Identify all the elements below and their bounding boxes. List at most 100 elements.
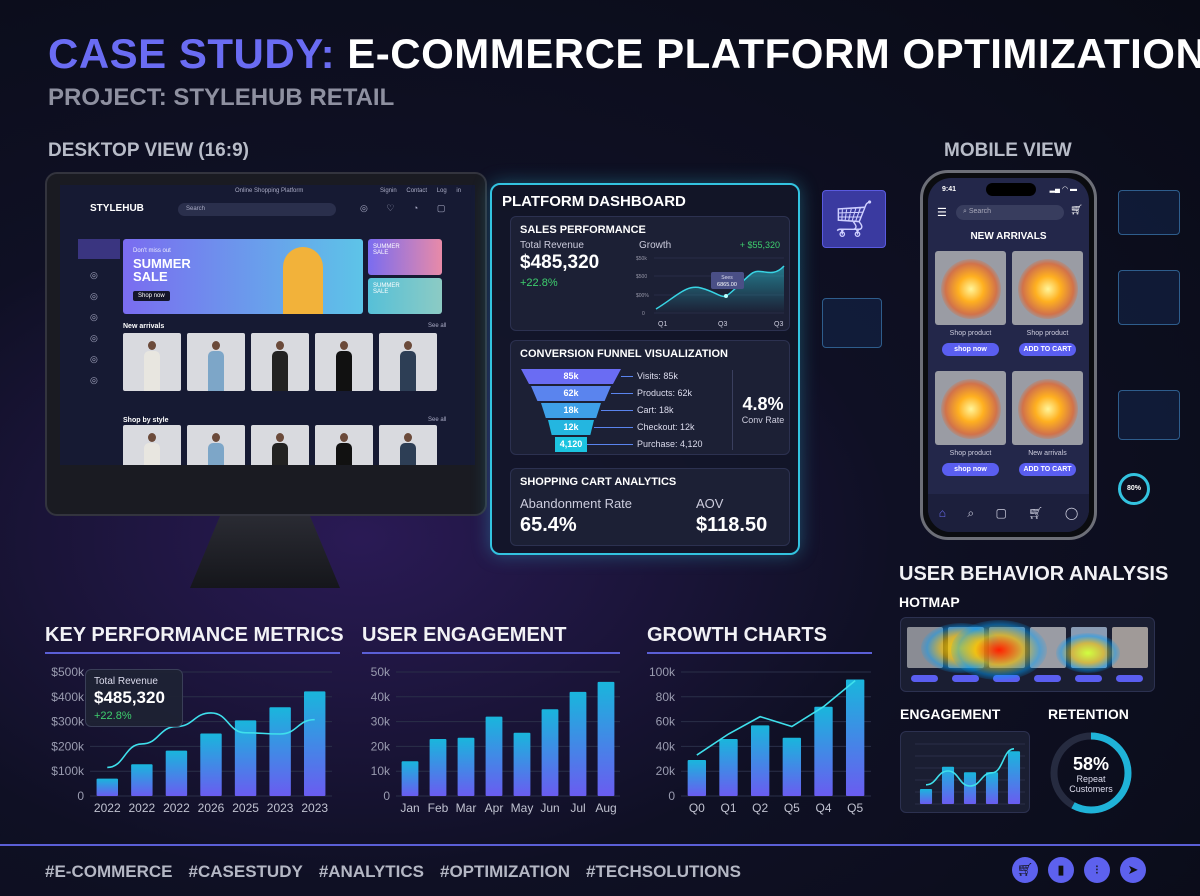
side-promo-2[interactable]: SUMMER SALE	[368, 278, 442, 314]
growth-label: Growth	[639, 240, 672, 251]
mobile-product-image[interactable]	[935, 371, 1006, 445]
menu-icon[interactable]: ☰	[937, 207, 947, 219]
hashtag[interactable]: #OPTIMIZATION	[440, 862, 571, 881]
gauge-widget: 80%	[1118, 473, 1150, 505]
funnel-stage: 62k	[531, 386, 611, 401]
hashtag[interactable]: #TECHSOLUTIONS	[586, 862, 741, 881]
dashboard-title: PLATFORM DASHBOARD	[502, 193, 686, 210]
x-tick-label: Q1	[720, 801, 736, 815]
search-tab-icon[interactable]: ⌕	[967, 505, 975, 520]
y-tick-label: 100k	[649, 665, 676, 679]
add-to-cart-button[interactable]: ADD TO CART	[1019, 343, 1076, 356]
desktop-search-input[interactable]: Search	[178, 203, 336, 216]
heatmap-spot	[1018, 259, 1078, 319]
hashtag[interactable]: #ANALYTICS	[318, 862, 424, 881]
product-card[interactable]	[251, 333, 309, 391]
hotmap-button[interactable]	[952, 675, 979, 682]
home-tab-icon[interactable]: ⌂	[938, 506, 946, 520]
retention-value: 58%	[1073, 754, 1109, 774]
hero-model-image	[283, 247, 323, 314]
profile-tab-icon[interactable]: ◯	[1064, 506, 1079, 520]
x-tick-label: Aug	[595, 801, 616, 815]
sidebar-icons[interactable]: ◎ ◎ ◎ ◎ ◎ ◎	[90, 270, 98, 385]
y-tick-label: $300k	[51, 715, 85, 729]
cart-icon[interactable]: 🛒︎	[1012, 857, 1038, 883]
y-tick-label: $100k	[51, 764, 85, 778]
hashtag[interactable]: #CASESTUDY	[188, 862, 303, 881]
bar	[845, 679, 865, 796]
title-accent: CASE STUDY:	[48, 30, 336, 77]
hotmap-button[interactable]	[1034, 675, 1061, 682]
telegram-icon[interactable]: ➤	[1120, 857, 1146, 883]
engagement-chart-title: USER ENGAGEMENT	[362, 624, 567, 646]
page-subtitle: PROJECT: STYLEHUB RETAIL	[48, 84, 395, 111]
sidebar-active-item[interactable]	[78, 239, 120, 259]
shop-now-button[interactable]: shop now	[942, 343, 999, 356]
product-card[interactable]	[315, 333, 373, 391]
retention-label: Customers	[1069, 784, 1113, 794]
retention-arc	[1050, 732, 1132, 814]
hero-banner[interactable]: Don't miss out SUMMER SALE Shop now	[123, 239, 363, 314]
product-card[interactable]	[123, 425, 181, 465]
bar	[96, 778, 119, 796]
dynamic-island	[986, 183, 1036, 196]
brand-logo[interactable]: STYLEHUB	[90, 203, 144, 214]
trend-line	[925, 748, 1015, 787]
mobile-product-image[interactable]	[1012, 251, 1083, 325]
status-time: 9:41	[942, 186, 957, 193]
product-card[interactable]	[187, 333, 245, 391]
kpm-rule	[45, 652, 340, 654]
cart-tab-icon[interactable]: 🛒︎	[1028, 506, 1044, 520]
contact-link[interactable]: Contact	[406, 188, 428, 194]
aov-label: AOV	[696, 496, 724, 511]
hero-shop-button[interactable]: Shop now	[133, 291, 170, 301]
retention-label: Repeat	[1076, 774, 1106, 784]
funnel-label: Products: 62k	[637, 388, 693, 398]
see-all-link-2[interactable]: See all	[428, 417, 447, 423]
product-card[interactable]	[315, 425, 373, 465]
product-card[interactable]	[251, 425, 309, 465]
funnel-connector	[621, 376, 633, 377]
mobile-view-label: MOBILE VIEW	[944, 140, 1072, 161]
add-to-cart-button[interactable]: ADD TO CART	[1019, 463, 1076, 476]
x-tick-label: Feb	[428, 801, 449, 815]
x-tick-label: 2023	[301, 801, 328, 815]
funnel-stage: 12k	[548, 420, 594, 435]
mobile-search-input[interactable]: ⌕ Search	[956, 205, 1064, 220]
mobile-product-image[interactable]	[935, 251, 1006, 325]
x-tick-label: Apr	[485, 801, 504, 815]
product-card[interactable]	[123, 333, 181, 391]
funnel-connector	[594, 427, 633, 428]
hotmap-button[interactable]	[1075, 675, 1102, 682]
x-tick-label: 2022	[94, 801, 121, 815]
product-card[interactable]	[379, 333, 437, 391]
callout-change: +22.8%	[94, 710, 132, 722]
bar-chart-widget-2	[1118, 390, 1180, 440]
chart-icon[interactable]: ▮	[1048, 857, 1074, 883]
funnel-connector	[611, 393, 633, 394]
header-icons[interactable]: ◎ ♡ ◔ ▢	[360, 203, 454, 213]
hashtag[interactable]: #E-COMMERCE	[45, 862, 173, 881]
figma-icon[interactable]: ⁝	[1084, 857, 1110, 883]
funnel-label: Purchase: 4,120	[637, 439, 703, 449]
conversion-funnel-card: CONVERSION FUNNEL VISUALIZATION 85k Visit…	[510, 340, 790, 455]
x-tick-label: Q5	[784, 801, 800, 815]
see-all-link-1[interactable]: See all	[428, 323, 447, 329]
login-link[interactable]: Log in	[436, 188, 462, 194]
product-image	[143, 341, 161, 391]
bar	[513, 732, 531, 796]
mobile-cart-icon[interactable]: 🛒︎	[1070, 205, 1083, 216]
x-tick-label: 2025	[232, 801, 259, 815]
shop-now-button[interactable]: shop now	[942, 463, 999, 476]
product-card[interactable]	[187, 425, 245, 465]
mobile-product-name: Shop product	[1026, 330, 1069, 337]
category-tab-icon[interactable]: ▢	[995, 506, 1007, 520]
mobile-product-image[interactable]	[1012, 371, 1083, 445]
bar	[429, 738, 447, 796]
signin-link[interactable]: Signin	[380, 188, 397, 194]
side-promo-1[interactable]: SUMMER SALE	[368, 239, 442, 275]
top-links: Signin Contact Log in	[380, 188, 461, 194]
product-card[interactable]	[379, 425, 437, 465]
hotmap-button[interactable]	[1116, 675, 1143, 682]
hotmap-button[interactable]	[911, 675, 938, 682]
